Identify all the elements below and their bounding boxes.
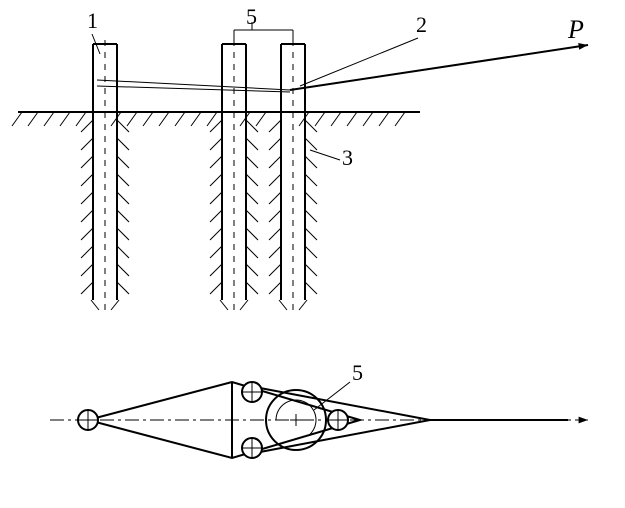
svg-text:5: 5 [246,4,257,29]
svg-text:5: 5 [352,360,363,385]
svg-text:1: 1 [87,8,98,33]
svg-text:3: 3 [342,145,353,170]
svg-text:2: 2 [416,12,427,37]
svg-text:P: P [567,15,584,44]
